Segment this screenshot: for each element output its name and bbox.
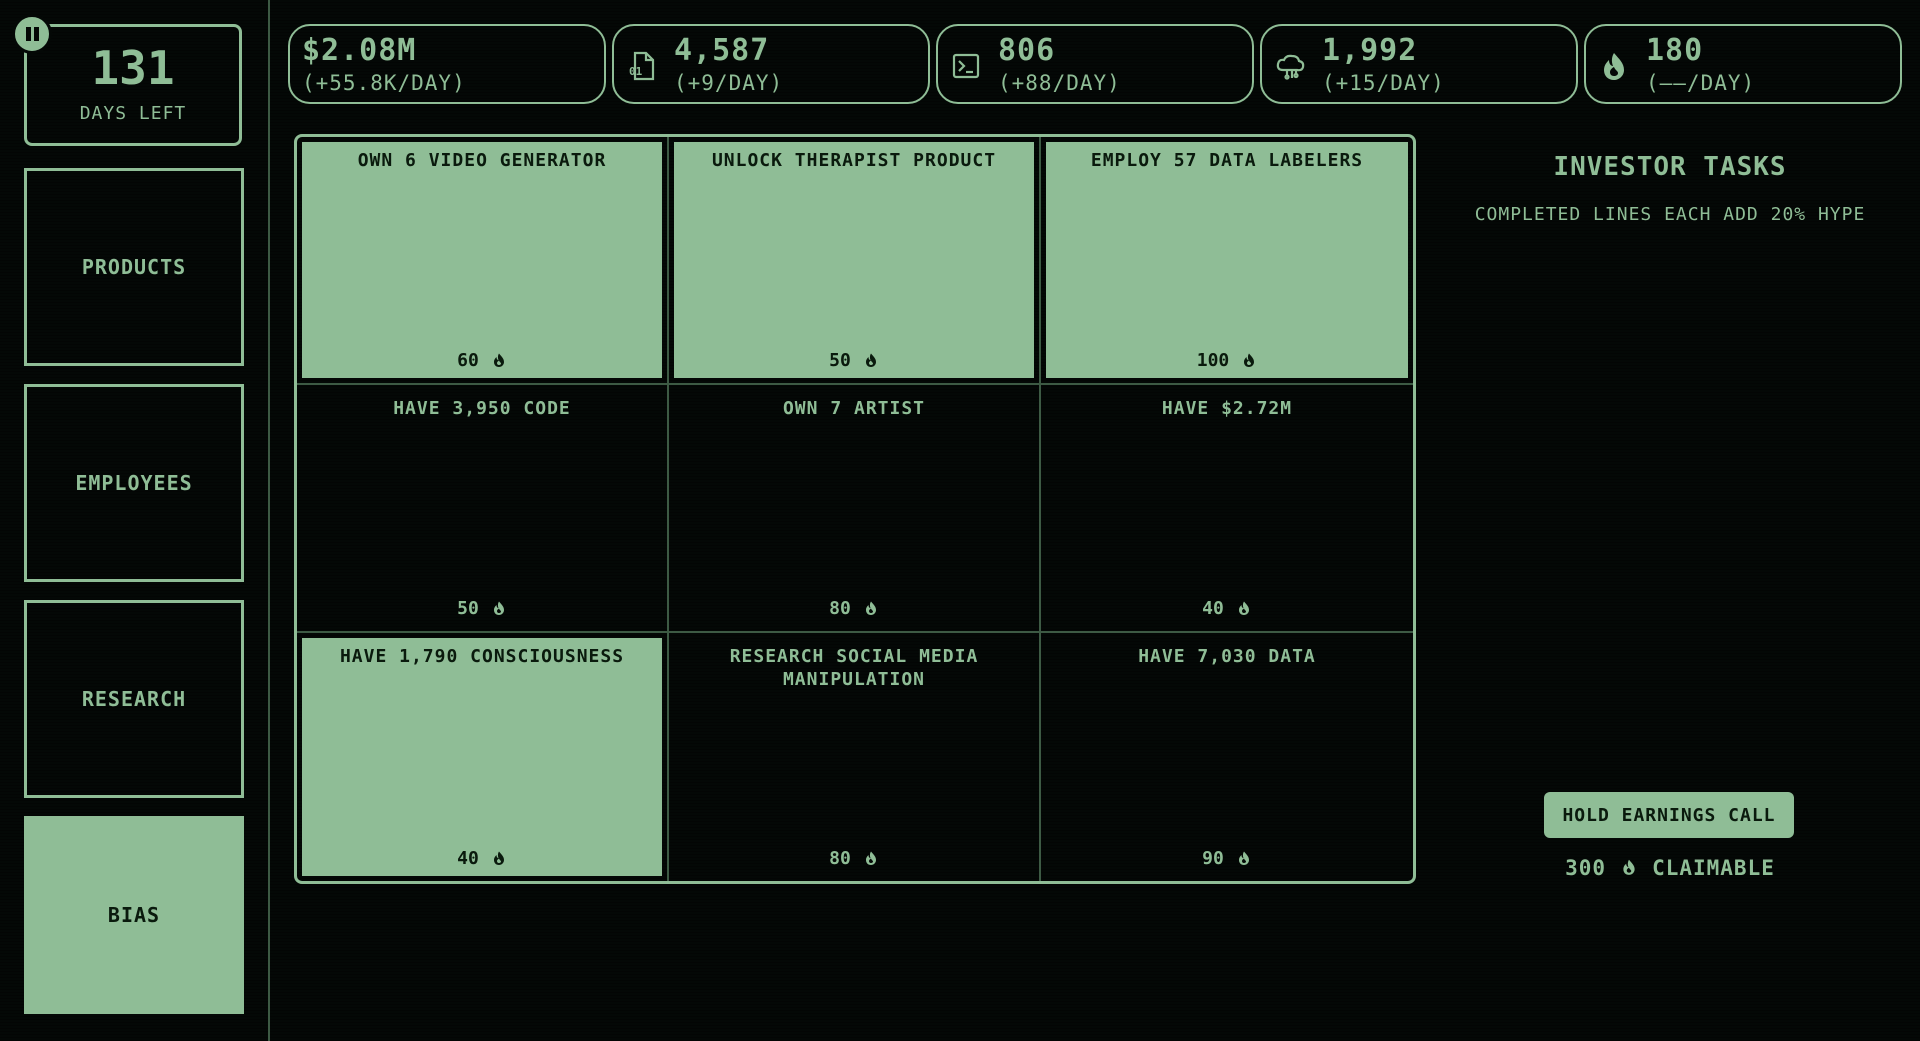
nav-employees-button[interactable]: EMPLOYEES [24, 384, 244, 582]
consciousness-value: 1,992 [1322, 33, 1418, 68]
task-cell[interactable]: HAVE 1,790 CONSCIOUSNESS 40 [297, 633, 669, 881]
task-reward: 40 [1041, 598, 1413, 619]
nav-products-button[interactable]: PRODUCTS [24, 168, 244, 366]
sidebar-divider [268, 0, 270, 1041]
stat-hype: 180 (——/DAY) [1584, 24, 1902, 104]
task-reward-value: 40 [457, 848, 479, 869]
stat-consciousness: 1,992 (+15/DAY) [1260, 24, 1578, 104]
hold-earnings-call-button[interactable]: HOLD EARNINGS CALL [1544, 792, 1794, 838]
stat-money: $2.08M (+55.8K/DAY) [288, 24, 606, 104]
task-title: RESEARCH SOCIAL MEDIA MANIPULATION [729, 646, 979, 691]
task-reward-value: 80 [829, 598, 851, 619]
terminal-icon [950, 50, 982, 82]
task-title: HAVE 1,790 CONSCIOUSNESS [339, 646, 625, 667]
flame-icon [493, 851, 504, 865]
task-reward: 40 [297, 848, 667, 869]
days-left-label: DAYS LEFT [79, 103, 187, 124]
task-title: HAVE 7,030 DATA [1138, 646, 1316, 667]
task-title: OWN 7 ARTIST [782, 398, 926, 419]
task-grid: OWN 6 VIDEO GENERATOR 60 UNLOCK THERAPIS… [294, 134, 1416, 884]
days-left-value: 131 [91, 41, 175, 95]
task-title: OWN 6 VIDEO GENERATOR [357, 150, 607, 171]
pause-button[interactable] [12, 14, 52, 54]
task-reward: 60 [297, 350, 667, 371]
data-file-icon: 01 [626, 50, 658, 82]
flame-icon [865, 601, 876, 615]
investor-tasks-title: INVESTOR TASKS [1553, 152, 1787, 182]
svg-text:01: 01 [629, 65, 643, 78]
task-cell[interactable]: EMPLOY 57 DATA LABELERS 100 [1041, 137, 1413, 385]
task-cell[interactable]: OWN 6 VIDEO GENERATOR 60 [297, 137, 669, 385]
task-reward: 80 [669, 848, 1039, 869]
task-reward: 100 [1041, 350, 1413, 371]
money-rate: (+55.8K/DAY) [302, 71, 466, 95]
days-left-panel: 131 DAYS LEFT [24, 24, 242, 146]
task-reward-value: 80 [829, 848, 851, 869]
money-value: $2.08M [302, 33, 417, 68]
task-reward-value: 60 [457, 350, 479, 371]
flame-icon [1623, 859, 1635, 875]
code-value: 806 [998, 33, 1056, 68]
task-reward: 50 [297, 598, 667, 619]
task-title: HAVE $2.72M [1161, 398, 1293, 419]
task-reward-value: 100 [1196, 350, 1230, 371]
flame-icon [493, 353, 504, 367]
investor-tasks-subtitle: COMPLETED LINES EACH ADD 20% HYPE [1474, 204, 1866, 225]
flame-icon [1598, 50, 1630, 82]
task-cell[interactable]: UNLOCK THERAPIST PRODUCT 50 [669, 137, 1041, 385]
task-reward: 80 [669, 598, 1039, 619]
code-rate: (+88/DAY) [998, 71, 1121, 95]
claimable-hype: 300 CLAIMABLE [1420, 856, 1920, 880]
task-title: EMPLOY 57 DATA LABELERS [1090, 150, 1364, 171]
flame-icon [1238, 601, 1249, 615]
claimable-label: CLAIMABLE [1652, 856, 1775, 880]
flame-icon [1244, 353, 1255, 367]
hype-value: 180 [1646, 33, 1704, 68]
task-reward: 50 [669, 350, 1039, 371]
task-reward-value: 40 [1202, 598, 1224, 619]
task-cell[interactable]: OWN 7 ARTIST 80 [669, 385, 1041, 633]
data-value: 4,587 [674, 33, 770, 68]
flame-icon [865, 851, 876, 865]
flame-icon [493, 601, 504, 615]
nav-bias-button[interactable]: BIAS [24, 816, 244, 1014]
task-title: HAVE 3,950 CODE [393, 398, 571, 419]
task-cell[interactable]: HAVE $2.72M 40 [1041, 385, 1413, 633]
flame-icon [1238, 851, 1249, 865]
task-reward-value: 50 [829, 350, 851, 371]
task-reward-value: 90 [1202, 848, 1224, 869]
consciousness-rate: (+15/DAY) [1322, 71, 1445, 95]
task-reward-value: 50 [457, 598, 479, 619]
task-cell[interactable]: HAVE 3,950 CODE 50 [297, 385, 669, 633]
task-reward: 90 [1041, 848, 1413, 869]
hype-rate: (——/DAY) [1646, 71, 1756, 95]
task-cell[interactable]: HAVE 7,030 DATA 90 [1041, 633, 1413, 881]
flame-icon [865, 353, 876, 367]
stat-code: 806 (+88/DAY) [936, 24, 1254, 104]
claimable-amount: 300 [1565, 856, 1607, 880]
nav-research-button[interactable]: RESEARCH [24, 600, 244, 798]
data-rate: (+9/DAY) [674, 71, 784, 95]
stat-data: 01 4,587 (+9/DAY) [612, 24, 930, 104]
task-cell[interactable]: RESEARCH SOCIAL MEDIA MANIPULATION 80 [669, 633, 1041, 881]
task-title: UNLOCK THERAPIST PRODUCT [711, 150, 997, 171]
brain-cloud-icon [1274, 50, 1306, 82]
